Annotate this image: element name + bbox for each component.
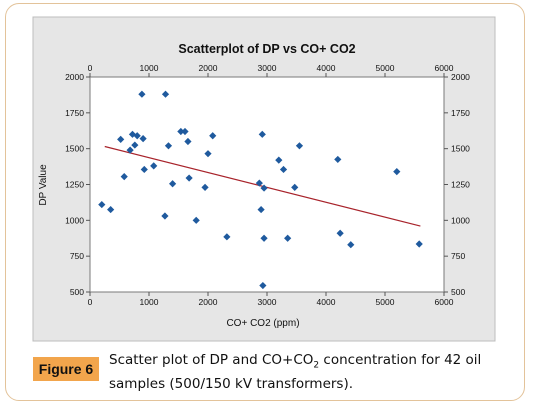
x-tick-label-top: 2000 [199, 63, 218, 73]
y-tick-label-left: 750 [70, 251, 84, 261]
data-point [258, 130, 266, 138]
data-point [126, 146, 134, 154]
caption-text-rest: concentration for 42 oil samples (500/15… [109, 352, 482, 392]
data-point [184, 137, 192, 146]
x-tick-label-bottom: 4000 [317, 297, 336, 307]
x-tick-label-top: 6000 [435, 63, 454, 73]
data-point [161, 90, 170, 98]
x-tick-label-bottom: 6000 [435, 297, 454, 307]
data-point [139, 135, 147, 143]
data-point [260, 184, 268, 192]
y-tick-label-right: 1250 [451, 180, 470, 190]
y-tick-label-left: 1750 [65, 108, 84, 118]
data-point [295, 142, 304, 150]
data-point [284, 234, 292, 242]
data-point [259, 281, 267, 290]
x-axis-label: CO+ CO2 (ppm) [226, 318, 299, 329]
axis-ticks: 0 0 1000 1000 2000 2000 3000 3000 4000 4000 5000 50… [65, 63, 470, 307]
caption-text-main: Scatter plot of DP and CO+CO [109, 352, 314, 368]
data-point [415, 240, 423, 248]
y-tick-label-left: 1500 [65, 144, 84, 154]
data-point [107, 205, 115, 214]
y-tick-label-right: 2000 [451, 72, 470, 82]
plot-area [89, 76, 445, 293]
y-tick-label-right: 1000 [451, 215, 470, 225]
data-point [138, 90, 146, 98]
data-point [185, 174, 193, 182]
data-point [169, 180, 177, 188]
data-point [223, 233, 231, 241]
caption-text: Scatter plot of DP and CO+CO2 concentrat… [109, 351, 509, 393]
data-point [336, 229, 344, 237]
data-point [150, 162, 158, 170]
data-point [347, 241, 355, 249]
data-point [334, 155, 342, 164]
y-tick-label-right: 500 [451, 287, 465, 297]
data-point [164, 142, 173, 150]
x-tick-label-bottom: 2000 [199, 297, 218, 307]
data-point [161, 212, 169, 220]
y-tick-label-left: 1000 [65, 215, 84, 225]
x-tick-label-top: 5000 [376, 63, 395, 73]
data-point [140, 165, 148, 174]
x-tick-label-bottom: 5000 [376, 297, 395, 307]
data-point [260, 234, 268, 242]
x-tick-label-top: 1000 [140, 63, 159, 73]
y-tick-label-left: 500 [70, 287, 84, 297]
y-axis-label: DP Value [38, 164, 49, 206]
y-tick-label-right: 1750 [451, 108, 470, 118]
caption-subscript: 2 [313, 360, 320, 371]
figure-label: Figure 6 [33, 357, 99, 381]
data-point [117, 135, 125, 143]
data-point [201, 183, 209, 191]
data-point [192, 216, 200, 224]
x-tick-label-top: 3000 [258, 63, 277, 73]
data-points [98, 90, 423, 290]
y-tick-label-left: 1250 [65, 180, 84, 190]
data-point [120, 173, 128, 181]
x-tick-label-bottom: 0 [88, 297, 93, 307]
data-point [393, 168, 401, 176]
data-point [98, 200, 106, 209]
y-tick-label-left: 2000 [65, 72, 84, 82]
data-point [291, 183, 299, 191]
y-tick-label-right: 750 [451, 251, 465, 261]
data-point [177, 127, 185, 136]
data-point [209, 132, 217, 140]
x-tick-label-bottom: 1000 [140, 297, 159, 307]
figure-caption: Figure 6 Scatter plot of DP and CO+CO2 c… [33, 351, 513, 393]
data-point [255, 179, 263, 187]
data-point [279, 165, 288, 174]
x-tick-label-bottom: 3000 [258, 297, 277, 307]
data-point [131, 141, 139, 149]
x-tick-label-top: 4000 [317, 63, 336, 73]
data-point [133, 132, 141, 140]
y-tick-label-right: 1500 [451, 144, 470, 154]
x-tick-label-top: 0 [88, 63, 93, 73]
data-point [275, 156, 283, 164]
data-point [257, 205, 265, 214]
data-point [181, 127, 189, 136]
chart-title: Scatterplot of DP vs CO+ CO2 [178, 42, 355, 56]
data-point [204, 150, 212, 158]
